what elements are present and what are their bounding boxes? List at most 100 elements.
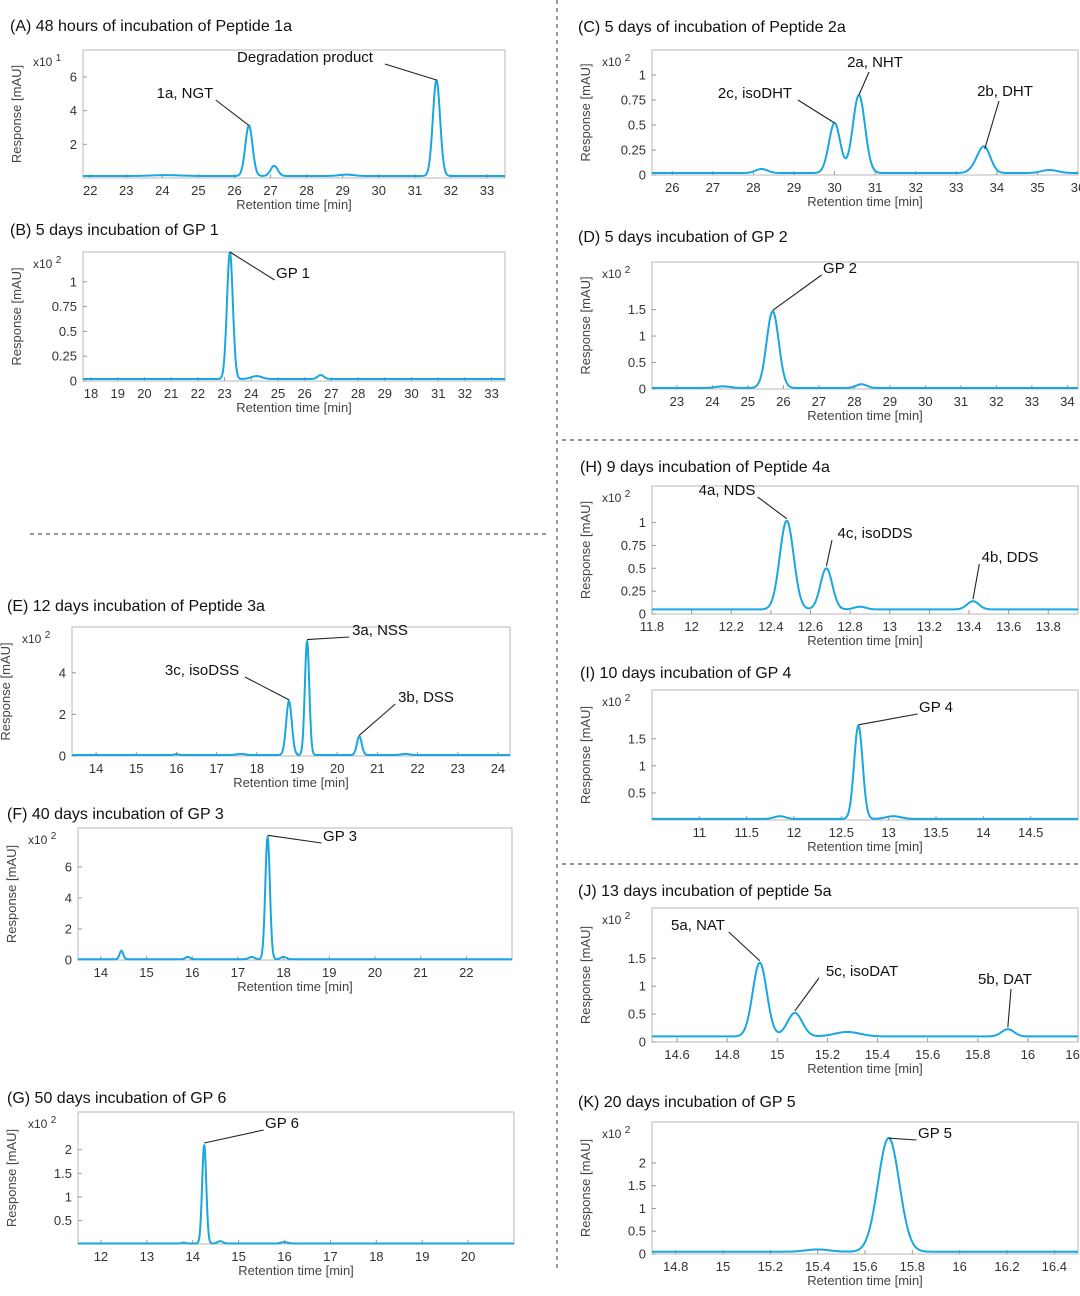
x-axis-label: Retention time [min] bbox=[238, 1263, 354, 1278]
x-tick-label: 12.2 bbox=[719, 619, 744, 634]
chromatogram-trace bbox=[71, 639, 511, 756]
x-tick-label: 15 bbox=[231, 1249, 245, 1264]
panel-title: (F) 40 days incubation of GP 3 bbox=[7, 806, 224, 823]
y-tick-label: 0.5 bbox=[628, 355, 646, 370]
peak-annotation: 2b, DHT bbox=[977, 83, 1033, 100]
annotation-leader bbox=[244, 676, 290, 701]
chromatogram-trace bbox=[77, 835, 513, 961]
panel-title: (K) 20 days incubation of GP 5 bbox=[578, 1094, 796, 1111]
x-tick-label: 26 bbox=[665, 180, 679, 195]
chromatogram-trace bbox=[77, 1144, 515, 1245]
annotation-leader bbox=[984, 100, 1000, 150]
x-tick-label: 29 bbox=[787, 180, 801, 195]
y-tick-label: 0.5 bbox=[628, 785, 646, 800]
x-tick-label: 21 bbox=[413, 965, 427, 980]
x-tick-label: 27 bbox=[324, 386, 338, 401]
annotation-leader bbox=[858, 713, 918, 726]
chromatogram-trace bbox=[651, 724, 1079, 820]
y-scale-label: x10 2 bbox=[602, 693, 631, 709]
panel-title: (G) 50 days incubation of GP 6 bbox=[7, 1090, 226, 1107]
x-tick-label: 13.4 bbox=[956, 619, 981, 634]
x-tick-label: 16 bbox=[185, 965, 199, 980]
x-tick-label: 13.2 bbox=[917, 619, 942, 634]
x-tick-label: 14 bbox=[89, 761, 103, 776]
x-tick-label: 24 bbox=[705, 394, 719, 409]
y-tick-label: 1 bbox=[639, 68, 646, 83]
y-scale-label: x10 2 bbox=[602, 1125, 631, 1141]
panel-b: (B) 5 days incubation of GP 1 x10 2 0 0.25 0… bbox=[9, 222, 506, 415]
y-tick-label: 0.75 bbox=[621, 93, 646, 108]
x-tick-label: 27 bbox=[812, 394, 826, 409]
plot-frame bbox=[651, 261, 1079, 390]
x-tick-label: 23 bbox=[451, 761, 465, 776]
plot-frame bbox=[71, 626, 511, 757]
x-tick-label: 19 bbox=[110, 386, 124, 401]
x-tick-label: 19 bbox=[322, 965, 336, 980]
x-tick-label: 15.6 bbox=[915, 1047, 940, 1062]
y-tick-label: 0.75 bbox=[52, 299, 77, 314]
y-scale-label: x10 2 bbox=[602, 265, 631, 281]
x-tick-label: 34 bbox=[1060, 394, 1074, 409]
x-tick-label: 35 bbox=[1030, 180, 1044, 195]
y-tick-label: 0 bbox=[639, 168, 646, 183]
x-tick-label: 14.6 bbox=[664, 1047, 689, 1062]
x-tick-label: 17 bbox=[323, 1249, 337, 1264]
peak-annotation: GP 6 bbox=[265, 1115, 299, 1132]
x-tick-label: 18 bbox=[84, 386, 98, 401]
plot-frame bbox=[82, 251, 506, 382]
x-tick-label: 13.8 bbox=[1036, 619, 1061, 634]
x-tick-label: 11.8 bbox=[640, 619, 664, 634]
x-tick-label: 23 bbox=[217, 386, 231, 401]
x-tick-label: 15 bbox=[716, 1259, 730, 1274]
x-tick-label: 24 bbox=[155, 183, 169, 198]
x-tick-label: 29 bbox=[378, 386, 392, 401]
x-tick-label: 28 bbox=[847, 394, 861, 409]
x-tick-label: 17 bbox=[231, 965, 245, 980]
x-tick-label: 28 bbox=[299, 183, 313, 198]
x-tick-label: 32 bbox=[444, 183, 458, 198]
y-tick-label: 0.5 bbox=[628, 561, 646, 576]
annotation-leader bbox=[797, 99, 835, 124]
annotation-leader bbox=[794, 977, 820, 1012]
y-scale-label: x10 2 bbox=[28, 1115, 57, 1131]
x-tick-label: 31 bbox=[868, 180, 882, 195]
x-tick-label: 13 bbox=[883, 619, 897, 634]
y-tick-label: 0 bbox=[59, 749, 66, 764]
x-tick-label: 20 bbox=[137, 386, 151, 401]
x-tick-label: 36 bbox=[1071, 180, 1080, 195]
peak-annotation: 3c, isoDSS bbox=[165, 662, 239, 679]
y-tick-label: 1 bbox=[639, 758, 646, 773]
x-tick-label: 22 bbox=[410, 761, 424, 776]
x-tick-label: 30 bbox=[404, 386, 418, 401]
x-tick-label: 14 bbox=[976, 825, 990, 840]
x-tick-label: 16 bbox=[952, 1259, 966, 1274]
y-tick-label: 0 bbox=[65, 953, 72, 968]
y-axis-label: Response [mAU] bbox=[578, 63, 593, 161]
y-scale-label: x10 2 bbox=[602, 53, 631, 69]
peak-annotation: 2c, isoDHT bbox=[718, 85, 792, 102]
annotation-leader bbox=[858, 71, 870, 96]
annotation-leader bbox=[215, 99, 250, 126]
x-tick-label: 15.2 bbox=[758, 1259, 783, 1274]
x-tick-label: 22 bbox=[83, 183, 97, 198]
y-tick-label: 1 bbox=[639, 329, 646, 344]
y-axis-label: Response [mAU] bbox=[578, 276, 593, 374]
x-axis-label: Retention time [min] bbox=[807, 1273, 923, 1288]
y-axis-label: Response [mAU] bbox=[4, 1129, 19, 1227]
annotation-leader bbox=[267, 834, 322, 844]
panel-g: (G) 50 days incubation of GP 6 x10 2 0.5 1 1… bbox=[4, 1090, 515, 1278]
x-tick-label: 20 bbox=[330, 761, 344, 776]
y-tick-label: 0.5 bbox=[54, 1213, 72, 1228]
annotation-leader bbox=[307, 636, 350, 641]
y-tick-label: 0 bbox=[639, 607, 646, 622]
x-tick-label: 29 bbox=[335, 183, 349, 198]
panel-j: (J) 13 days incubation of peptide 5a x10 … bbox=[578, 883, 1080, 1076]
peak-annotation: GP 3 bbox=[323, 828, 357, 845]
panel-dividers bbox=[30, 0, 1080, 1270]
y-tick-label: 2 bbox=[59, 707, 66, 722]
peak-annotation: GP 2 bbox=[823, 260, 857, 277]
x-tick-label: 29 bbox=[883, 394, 897, 409]
x-tick-label: 15 bbox=[139, 965, 153, 980]
x-tick-label: 15.6 bbox=[852, 1259, 877, 1274]
x-tick-label: 14.8 bbox=[715, 1047, 740, 1062]
